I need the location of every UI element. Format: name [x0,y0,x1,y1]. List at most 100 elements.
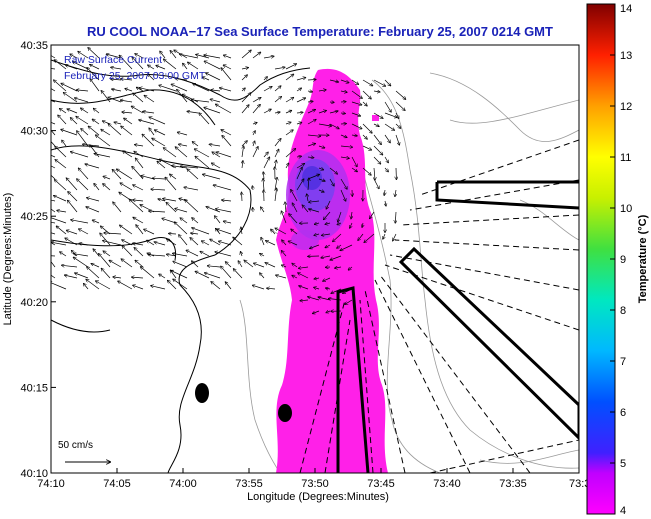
current-vector [67,230,78,235]
current-vector [76,117,89,125]
current-vector [148,65,155,70]
current-vector [263,77,267,81]
current-vector [296,123,302,125]
current-vector [224,55,232,59]
current-vector [133,93,144,103]
current-vector [274,112,280,113]
current-vector [345,299,353,304]
current-vector [282,240,287,246]
current-vector [340,146,352,147]
current-vector [238,261,243,268]
current-vector [350,222,352,228]
current-vector [101,269,111,279]
current-vector [55,160,67,169]
current-vector [340,134,347,137]
current-vector [261,207,265,213]
current-vector [139,120,155,125]
current-vector [252,123,257,124]
x-axis-label: Longitude (Degrees:Minutes) [247,491,389,503]
current-vector [121,259,133,268]
current-vector [326,288,331,289]
current-vector [384,167,388,172]
current-vector [215,252,232,257]
current-vector [142,134,155,147]
current-vector [133,243,144,245]
current-vector [132,57,144,70]
current-vector [252,52,261,59]
current-vector [373,178,379,189]
current-vector [66,65,78,70]
current-vector [216,104,232,114]
colorbar-tick-label: 13 [620,50,632,62]
current-vector [307,101,313,102]
current-vector [213,185,232,191]
current-vector [307,194,308,202]
current-vector [81,108,89,114]
current-vector [221,130,232,136]
current-vector [326,200,331,209]
current-vector [65,238,78,246]
current-vector [241,141,247,147]
current-vector [87,267,100,279]
current-vector [210,99,221,103]
current-vector [299,286,309,290]
current-vector [199,113,210,125]
colorbar-tick-label: 14 [620,3,632,15]
current-vector [383,233,385,239]
colorbar-label: Temperature (°C) [637,214,649,303]
current-vector [114,122,122,124]
current-vector [61,83,78,92]
current-vector [252,186,253,191]
current-vector [122,246,133,257]
scale-label: 50 cm/s [58,440,93,451]
current-vector [117,169,133,180]
current-vector [242,161,243,169]
current-vector [202,241,210,246]
current-vector [267,288,276,289]
y-tick-label: 40:10 [20,468,48,480]
current-vector [155,130,166,136]
current-vector [54,60,67,70]
current-vector [133,200,144,201]
current-vector [149,117,166,125]
current-vector [395,189,396,196]
current-vector [337,244,342,248]
current-vector [159,85,177,92]
current-vector [51,174,56,180]
current-vector [233,237,243,246]
x-tick-label: 73:50 [301,478,329,490]
current-vector [85,164,100,169]
current-vector [104,233,122,234]
current-vector [51,221,56,224]
current-vector [179,144,188,146]
current-vector [73,62,89,70]
current-vector [384,156,388,163]
current-vector [195,271,210,279]
current-vector [101,129,111,136]
current-vector [224,221,232,223]
current-vector [221,68,232,81]
current-vector [223,65,232,70]
current-vector [395,90,406,99]
current-vector [195,149,210,158]
current-vector [171,271,188,279]
current-vector [144,229,155,235]
current-vector [285,202,286,213]
current-vector [170,174,177,180]
radar-beam-lines [299,139,579,473]
current-vector [148,74,155,81]
current-vector [215,216,221,224]
current-vector [340,178,347,189]
current-vector [325,223,331,224]
current-vector [263,56,274,58]
current-vector [330,255,342,260]
current-vector [298,273,309,279]
current-vector [121,126,133,136]
x-axis-ticks: 74:10 74:05 74:00 73:55 73:50 73:45 73:40 73:35… [37,468,597,490]
current-vector [310,244,320,248]
current-vector [91,264,100,268]
current-vector [170,51,177,59]
current-vector [79,243,89,245]
current-vector [113,202,122,213]
current-vector [362,145,371,150]
